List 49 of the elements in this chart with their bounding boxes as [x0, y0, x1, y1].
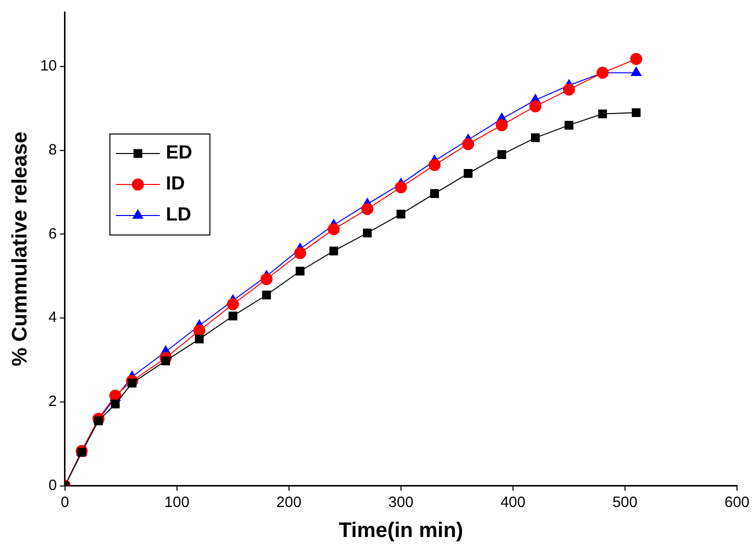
point: [564, 120, 574, 130]
y-tick-label: 10: [40, 58, 57, 75]
point: [462, 138, 474, 150]
point: [596, 66, 609, 79]
point: [464, 169, 473, 178]
x-tick-label: 600: [724, 494, 750, 511]
point: [430, 189, 439, 198]
point: [328, 223, 340, 236]
point: [329, 246, 338, 256]
x-tick-label: 200: [276, 494, 302, 511]
x-tick-label: 0: [60, 494, 70, 511]
x-tick-label: 500: [612, 494, 638, 511]
point: [361, 203, 374, 216]
point: [260, 273, 273, 286]
point: [598, 110, 607, 118]
point: [110, 400, 120, 408]
point: [428, 159, 441, 172]
point: [396, 210, 406, 218]
point: [94, 416, 103, 426]
y-tick-label: 2: [48, 393, 57, 410]
point: [362, 228, 372, 238]
y-tick-label: 8: [48, 142, 57, 159]
point: [630, 52, 642, 65]
legend-label: ID: [166, 174, 185, 195]
x-axis-title: Time(in min): [338, 519, 464, 542]
y-axis-title: % Cummulative release: [8, 132, 32, 366]
point: [161, 356, 170, 366]
x-tick-label: 400: [500, 494, 526, 511]
point: [529, 100, 542, 112]
legend-label: LD: [166, 204, 192, 226]
point: [497, 150, 506, 159]
point: [496, 119, 508, 132]
point: [530, 133, 540, 142]
y-tick-label: 4: [48, 309, 57, 326]
point: [228, 312, 238, 320]
y-tick-label: 6: [48, 225, 57, 242]
x-tick-label: 300: [388, 494, 414, 511]
point: [562, 84, 575, 96]
point: [294, 247, 306, 260]
point: [630, 66, 642, 76]
legend-label: ED: [166, 142, 192, 164]
point: [262, 290, 271, 300]
point: [394, 181, 407, 194]
x-tick-label: 100: [164, 494, 190, 511]
y-tick-label: 0: [48, 476, 57, 494]
point: [632, 108, 641, 118]
point: [226, 298, 239, 310]
point: [194, 334, 204, 344]
point: [296, 266, 305, 276]
